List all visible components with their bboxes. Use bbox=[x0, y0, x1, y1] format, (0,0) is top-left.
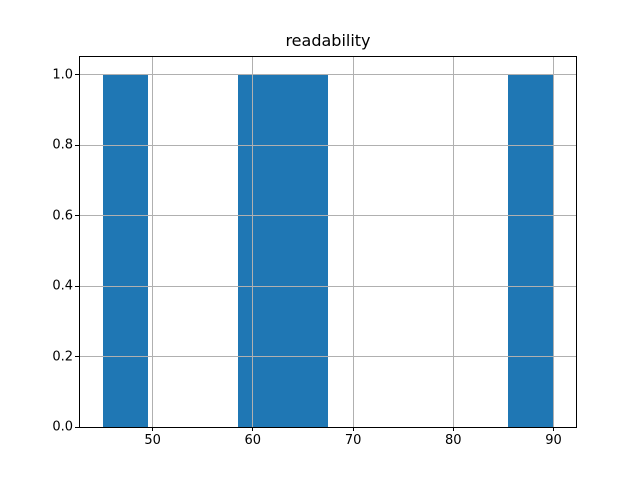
x-tick-label: 50 bbox=[144, 433, 161, 448]
gridline-vertical bbox=[352, 57, 354, 427]
gridline-horizontal bbox=[80, 356, 576, 357]
gridline-horizontal bbox=[80, 74, 576, 76]
x-tick-label: 80 bbox=[445, 433, 462, 448]
histogram-bar bbox=[282, 74, 328, 427]
y-tick-label: 0.8 bbox=[52, 137, 73, 153]
histogram-bar bbox=[102, 74, 148, 427]
y-tick bbox=[75, 426, 79, 428]
x-tick bbox=[152, 427, 154, 431]
y-tick bbox=[75, 356, 79, 357]
x-tick-label: 60 bbox=[244, 433, 262, 448]
gridline-vertical bbox=[553, 57, 554, 427]
y-tick-label: 0.2 bbox=[52, 349, 73, 364]
y-tick-label: 0.4 bbox=[52, 278, 73, 294]
y-tick bbox=[75, 74, 79, 76]
histogram-bar bbox=[508, 74, 554, 427]
x-tick bbox=[452, 427, 454, 431]
plot-area bbox=[80, 57, 576, 427]
gridline-horizontal bbox=[80, 426, 576, 427]
x-tick-label: 90 bbox=[545, 433, 562, 448]
histogram-bar bbox=[237, 74, 283, 427]
x-tick bbox=[553, 427, 554, 431]
gridline-horizontal bbox=[80, 285, 576, 287]
y-tick-label: 0.0 bbox=[52, 419, 73, 435]
gridline-horizontal bbox=[80, 144, 576, 146]
x-tick bbox=[352, 427, 354, 431]
gridline-vertical bbox=[152, 57, 154, 427]
chart-title: readability bbox=[285, 31, 371, 50]
y-tick bbox=[75, 144, 79, 146]
y-tick bbox=[75, 285, 79, 287]
gridline-vertical bbox=[252, 57, 254, 427]
x-tick bbox=[252, 427, 254, 431]
y-tick bbox=[75, 215, 79, 217]
y-tick-label: 0.6 bbox=[52, 208, 73, 224]
gridline-vertical bbox=[452, 57, 454, 427]
gridline-horizontal bbox=[80, 215, 576, 217]
x-tick-label: 70 bbox=[344, 433, 362, 448]
y-tick-label: 1.0 bbox=[52, 67, 73, 83]
